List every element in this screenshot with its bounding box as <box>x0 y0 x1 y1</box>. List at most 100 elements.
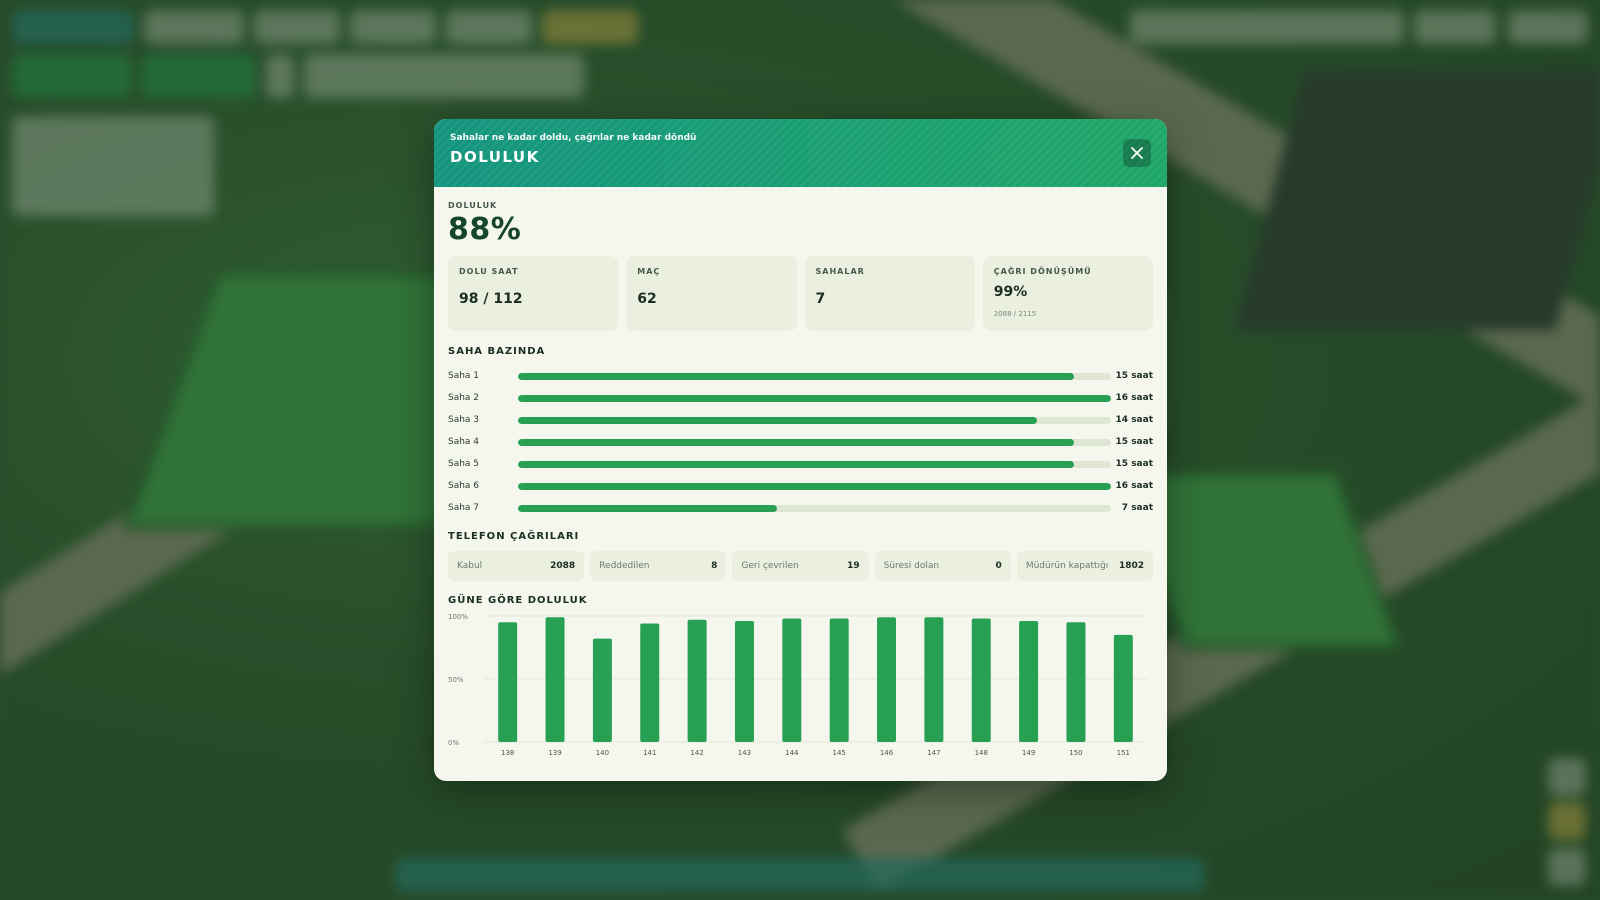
pitch-bar-track <box>518 460 1111 468</box>
call-stat-card: Kabul 2088 <box>448 551 585 581</box>
call-stat-value: 8 <box>711 561 718 571</box>
chart-x-tick-label: 140 <box>596 749 609 757</box>
call-stat-label: Geri çevrilen <box>741 561 799 571</box>
chart-bar <box>640 623 660 742</box>
stat-value: 99% <box>993 284 1028 300</box>
pitch-row: Saha 6 16 saat <box>448 475 1153 497</box>
pitch-bar-track <box>518 438 1111 446</box>
chart-bar <box>971 618 991 742</box>
pitch-hours: 16 saat <box>1115 481 1153 491</box>
call-stat-card: Reddedilen 8 <box>590 551 727 581</box>
pitch-bar-track <box>518 372 1111 380</box>
section-title-phone-calls: TELEFON ÇAĞRILARI <box>448 531 580 542</box>
chart-bar <box>545 617 565 742</box>
chart-x-tick-label: 151 <box>1117 749 1130 757</box>
stat-card-pitches: SAHALAR 7 <box>804 256 975 331</box>
section-title-daily-occupancy: GÜNE GÖRE DOLULUK <box>448 595 588 606</box>
pitch-bar-track <box>518 482 1111 490</box>
chart-bar <box>829 618 849 742</box>
pitch-bar-fill <box>518 416 1037 424</box>
pitch-hours: 7 saat <box>1121 503 1153 513</box>
pitch-hours: 16 saat <box>1115 393 1153 403</box>
chart-bar <box>924 617 944 742</box>
chart-bar <box>1066 622 1086 742</box>
chart-y-tick-label: 100% <box>448 613 468 621</box>
call-stat-value: 0 <box>995 561 1002 571</box>
modal-body: DOLULUK 88% DOLU SAAT 98 / 112 MAÇ 62 SA… <box>434 187 1167 758</box>
stat-label: MAÇ <box>637 267 661 276</box>
pitch-hours: 15 saat <box>1115 437 1153 447</box>
call-stat-value: 19 <box>847 561 860 571</box>
pitch-row: Saha 2 16 saat <box>448 387 1153 409</box>
stat-label: ÇAĞRI DÖNÜŞÜMÜ <box>993 267 1092 276</box>
chart-bar <box>1019 621 1039 742</box>
call-stat-value: 2088 <box>550 561 576 571</box>
chart-bar <box>1113 634 1133 742</box>
occupancy-value: 88% <box>448 212 522 247</box>
chart-bar <box>592 638 612 742</box>
chart-bar <box>734 621 754 742</box>
modal-header: Sahalar ne kadar doldu, çağrılar ne kada… <box>434 119 1167 187</box>
stats-row: DOLU SAAT 98 / 112 MAÇ 62 SAHALAR 7 ÇAĞR… <box>448 256 1153 331</box>
pitch-name: Saha 6 <box>448 481 480 491</box>
stat-card-matches: MAÇ 62 <box>626 256 797 331</box>
pitch-hours: 15 saat <box>1115 371 1153 381</box>
stat-value: 98 / 112 <box>459 291 523 307</box>
pitch-name: Saha 1 <box>448 371 480 381</box>
modal-subtitle: Sahalar ne kadar doldu, çağrılar ne kada… <box>450 133 697 143</box>
call-stat-card: Geri çevrilen 19 <box>732 551 869 581</box>
close-button[interactable] <box>1123 139 1151 167</box>
pitch-bar-track <box>518 416 1111 424</box>
chart-x-tick-label: 148 <box>975 749 988 757</box>
daily-occupancy-chart: 0% 50% 100% 138 139 140 141 142 143 144 145 146 147 1… <box>448 612 1153 758</box>
modal-title: DOLULUK <box>450 148 540 166</box>
pitch-name: Saha 5 <box>448 459 480 469</box>
chart-x-tick-label: 142 <box>690 749 703 757</box>
pitch-hours: 14 saat <box>1115 415 1153 425</box>
stat-label: DOLU SAAT <box>459 267 519 276</box>
chart-x-tick-label: 147 <box>927 749 940 757</box>
close-icon <box>1131 147 1143 159</box>
daily-chart-svg: 0% 50% 100% 138 139 140 141 142 143 144 145 146 147 1… <box>448 613 1147 757</box>
pitch-row: Saha 7 7 saat <box>448 497 1153 519</box>
chart-bar <box>782 618 802 742</box>
stat-label: SAHALAR <box>815 267 865 276</box>
pitch-hours: 15 saat <box>1115 459 1153 469</box>
call-stat-label: Süresi dolan <box>883 561 940 571</box>
chart-x-tick-label: 141 <box>643 749 656 757</box>
pitch-bar-track <box>518 394 1111 402</box>
pitch-bar-fill <box>518 372 1074 380</box>
stat-value: 62 <box>637 291 657 307</box>
pitch-bar-fill <box>518 504 778 512</box>
call-stat-label: Kabul <box>457 561 483 571</box>
pitch-bar-track <box>518 504 1111 512</box>
pitch-bar-fill <box>518 438 1074 446</box>
chart-x-tick-label: 139 <box>548 749 561 757</box>
call-stat-label: Müdürün kapattığı <box>1025 561 1109 571</box>
pitch-row: Saha 4 15 saat <box>448 431 1153 453</box>
chart-bar <box>687 619 707 742</box>
pitch-name: Saha 2 <box>448 393 480 403</box>
call-stat-card: Müdürün kapattığı 1802 <box>1016 551 1154 581</box>
occupancy-modal: Sahalar ne kadar doldu, çağrılar ne kada… <box>434 119 1167 781</box>
pitch-name: Saha 4 <box>448 437 480 447</box>
calls-row: Kabul 2088 Reddedilen 8 Geri çevrilen 19 Süres… <box>448 551 1154 581</box>
chart-bar <box>498 622 518 742</box>
chart-y-tick-label: 0% <box>448 739 459 747</box>
chart-bar <box>877 617 897 742</box>
section-title-per-pitch: SAHA BAZINDA <box>448 346 546 357</box>
chart-x-tick-label: 146 <box>880 749 894 757</box>
chart-y-tick-label: 50% <box>448 676 464 684</box>
pitch-name: Saha 7 <box>448 503 480 513</box>
chart-x-tick-label: 144 <box>785 749 799 757</box>
chart-x-tick-label: 149 <box>1022 749 1035 757</box>
chart-x-tick-label: 150 <box>1069 749 1082 757</box>
chart-x-tick-label: 138 <box>501 749 514 757</box>
pitch-bar-fill <box>518 460 1074 468</box>
pitch-name: Saha 3 <box>448 415 480 425</box>
call-stat-value: 1802 <box>1118 561 1145 571</box>
pitch-row: Saha 1 15 saat <box>448 365 1153 387</box>
occupancy-label: DOLULUK <box>448 201 498 210</box>
pitch-bar-fill <box>518 482 1111 490</box>
stat-value: 7 <box>815 291 826 307</box>
